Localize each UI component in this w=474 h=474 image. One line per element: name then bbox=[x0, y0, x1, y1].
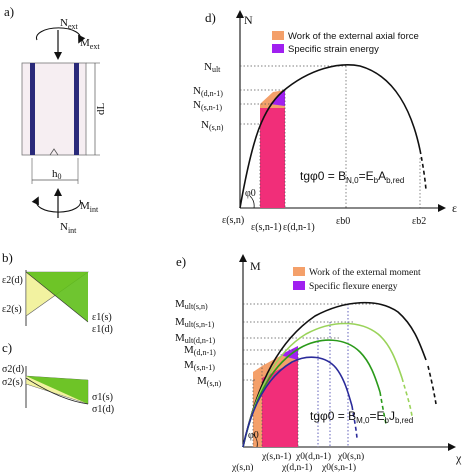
s2s-label: σ2(s) bbox=[2, 377, 23, 388]
dl-label: dL bbox=[95, 103, 107, 116]
m-ext-arc-icon bbox=[35, 27, 86, 44]
n-ext-label: Next bbox=[60, 17, 79, 31]
e-curve-light-green bbox=[242, 322, 403, 448]
d-e-sn: ε(s,n) bbox=[222, 215, 244, 226]
e2d-label: ε2(d) bbox=[2, 275, 23, 286]
d-n-sn: N(s,n) bbox=[201, 119, 224, 132]
d-e-sn1: ε(s,n-1) bbox=[251, 222, 282, 233]
d-curve-dashed bbox=[419, 149, 427, 191]
m-ext-label: Mext bbox=[80, 37, 100, 51]
e-legend-energy-swatch bbox=[293, 281, 305, 290]
h0-label: h0 bbox=[52, 168, 62, 181]
e-y-axis-label: M bbox=[250, 259, 261, 273]
e-chi0-sn: χ0(s,n) bbox=[337, 451, 364, 462]
d-legend-energy-swatch bbox=[272, 44, 284, 53]
e-chi-sn1: χ(s,n-1) bbox=[261, 451, 291, 462]
e-curve-blue-dashed bbox=[351, 405, 358, 439]
e-pink-area bbox=[262, 360, 298, 447]
e-phi-label: φ0 bbox=[248, 430, 259, 441]
panel-a: a) Next Mext dL h0 Mint bbox=[4, 4, 107, 235]
d-legend-work: Work of the external axial force bbox=[288, 31, 419, 42]
e-chi0-dn1: χ0(d,n-1) bbox=[295, 451, 331, 462]
e-curve-black bbox=[242, 301, 427, 448]
panel-b: b) ε2(d) ε2(s) ε1(s) ε1(d) bbox=[2, 250, 113, 335]
crack-mark-icon bbox=[49, 148, 59, 156]
e-curve-light-green-dashed bbox=[401, 377, 413, 417]
e-m-ult-dn1: Mult(d,n-1) bbox=[175, 332, 216, 345]
panel-a-label: a) bbox=[4, 4, 14, 19]
e-chi0-sn1: χ0(s,n-1) bbox=[321, 462, 356, 473]
e-legend-energy: Specific flexure energy bbox=[309, 281, 398, 292]
e-formula: tgφ0 = BM,0=EbJb,red bbox=[310, 409, 413, 425]
e-m-sn: M(s,n) bbox=[197, 375, 222, 388]
d-phi-label: φ0 bbox=[245, 188, 256, 199]
d-e-b2: εb2 bbox=[412, 216, 426, 227]
d-x-axis-label: ε bbox=[452, 201, 457, 215]
e-curve-green-dashed bbox=[379, 391, 387, 425]
e-phi-arc bbox=[252, 433, 258, 448]
s2d-label: σ2(d) bbox=[2, 364, 24, 375]
d-n-dn1: N(d,n-1) bbox=[193, 85, 223, 98]
d-e-b0: εb0 bbox=[336, 216, 350, 227]
e-curve-green bbox=[242, 339, 381, 448]
e-chi-dn1: χ(d,n-1) bbox=[281, 462, 312, 473]
e-x-axis-label: χ bbox=[455, 451, 462, 465]
e-chi-sn: χ(s,n) bbox=[231, 462, 253, 473]
e-curve-blue bbox=[242, 356, 353, 448]
panel-c-label: c) bbox=[2, 340, 12, 355]
panel-c: c) σ2(d) σ2(s) σ1(s) σ1(d) bbox=[2, 340, 114, 415]
s1s-label: σ1(s) bbox=[92, 392, 113, 403]
panel-e-label: e) bbox=[176, 254, 186, 269]
d-e-dn1: ε(d,n-1) bbox=[283, 222, 315, 233]
panel-e: e) M χ Work of the external moment Speci… bbox=[175, 254, 462, 473]
e1d-label: ε1(d) bbox=[92, 324, 113, 335]
e-legend-work-swatch bbox=[293, 267, 305, 276]
s1d-label: σ1(d) bbox=[92, 404, 114, 415]
d-pink-area bbox=[260, 108, 285, 208]
d-legend-work-swatch bbox=[272, 31, 284, 40]
e-m-ult-sn: Mult(s,n) bbox=[175, 298, 208, 311]
stress-diagram-green bbox=[26, 376, 88, 404]
rebar-right bbox=[74, 63, 79, 155]
rebar-left bbox=[30, 63, 35, 155]
panel-b-label: b) bbox=[2, 250, 13, 265]
e-m-sn1: M(s,n-1) bbox=[184, 359, 215, 372]
e1s-label: ε1(s) bbox=[92, 312, 112, 323]
panel-d: d) N ε Work of the external axial force … bbox=[193, 10, 457, 233]
d-legend-energy: Specific strain energy bbox=[288, 44, 379, 55]
e2s-label: ε2(s) bbox=[2, 304, 22, 315]
e-m-ult-sn1: Mult(s,n-1) bbox=[175, 316, 215, 329]
e-legend-work: Work of the external moment bbox=[309, 267, 421, 278]
n-int-label: Nint bbox=[60, 221, 77, 235]
d-phi-arc bbox=[249, 195, 255, 209]
d-n-sn1: N(s,n-1) bbox=[193, 99, 222, 112]
d-y-axis-label: N bbox=[244, 13, 253, 27]
d-formula: tgφ0 = BN,0=EbAb,red bbox=[300, 169, 404, 185]
d-n-ult: Nult bbox=[204, 61, 221, 74]
e-energy-area bbox=[280, 346, 298, 360]
m-int-label: Mint bbox=[80, 200, 99, 214]
panel-d-label: d) bbox=[205, 10, 216, 25]
e-curve-black-dashed bbox=[427, 365, 437, 405]
e-m-dn1: M(d,n-1) bbox=[184, 344, 216, 357]
d-curve bbox=[239, 64, 421, 209]
